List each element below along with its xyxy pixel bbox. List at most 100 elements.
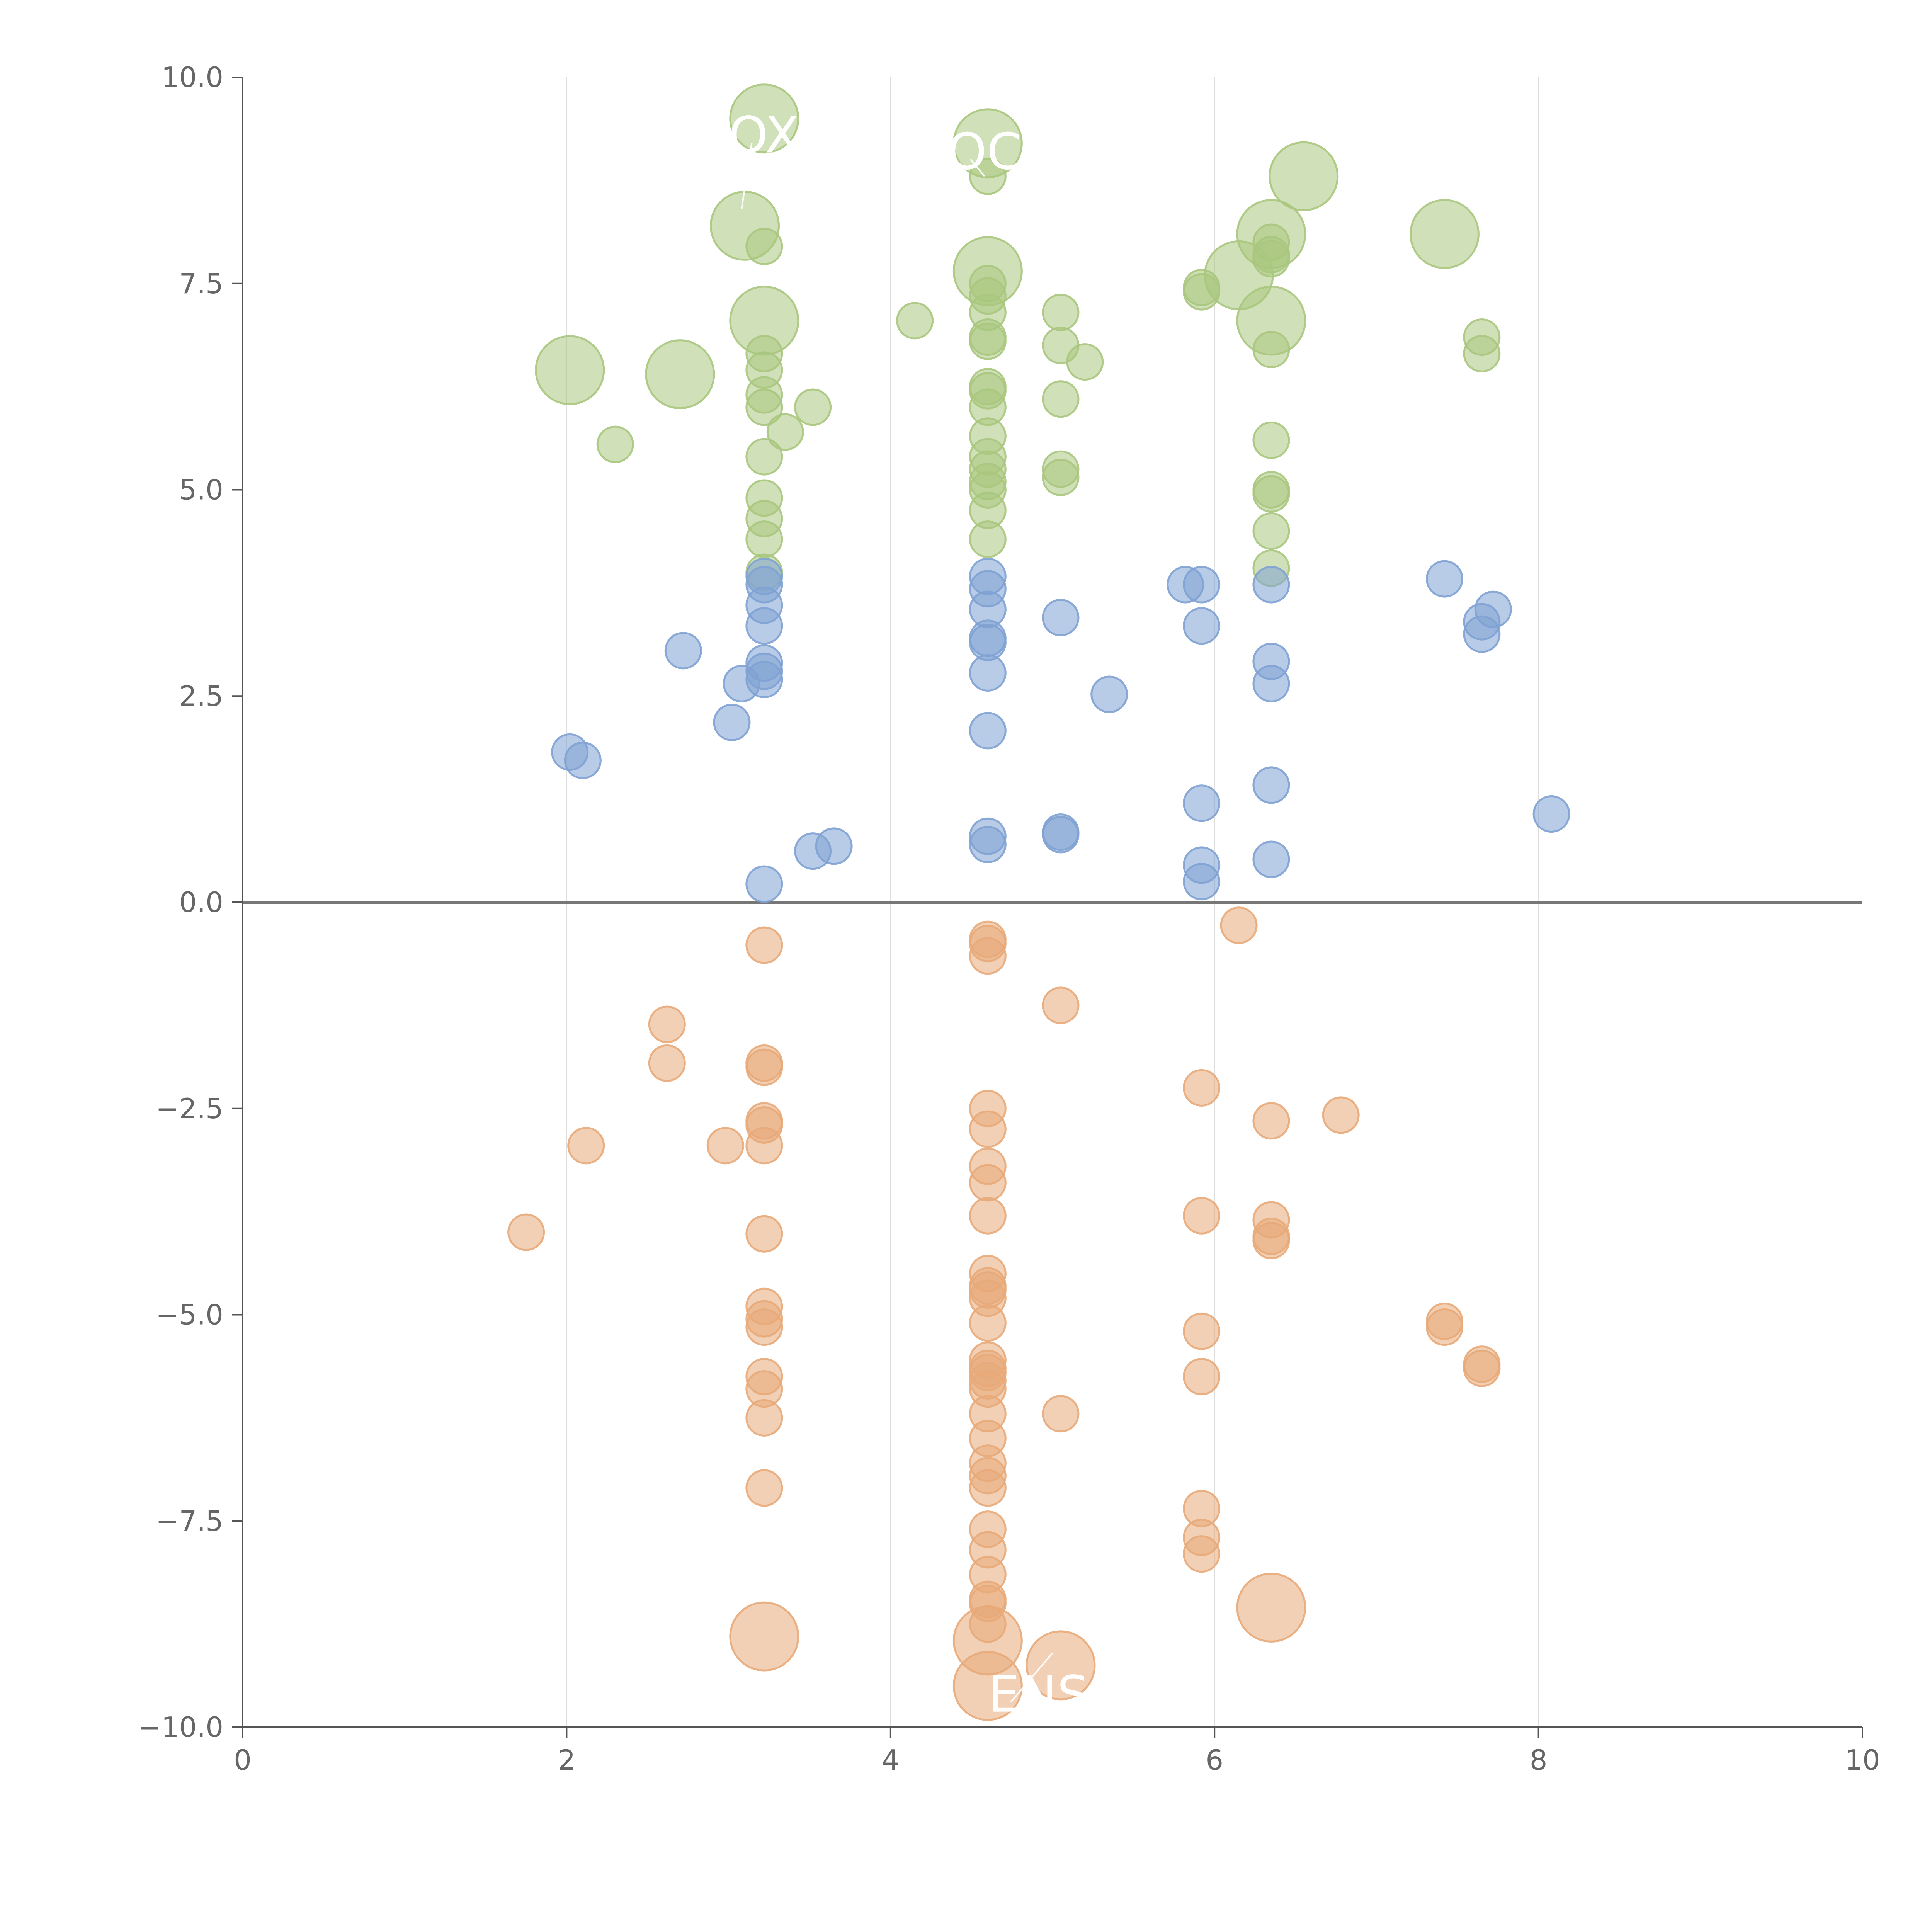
data-point xyxy=(969,1469,1007,1507)
data-point xyxy=(1252,240,1290,278)
data-point xyxy=(969,712,1007,750)
large-data-point xyxy=(1269,141,1339,211)
data-point xyxy=(969,937,1007,975)
y-tick-label: 10.0 xyxy=(162,61,223,94)
x-tick-label: 6 xyxy=(1206,1744,1223,1776)
annotation-layer: OX OC ENS xyxy=(729,105,1089,1723)
large-data-point xyxy=(535,335,605,405)
data-point xyxy=(745,1399,783,1437)
data-point xyxy=(1220,906,1258,944)
data-point xyxy=(1252,566,1290,604)
point-layer xyxy=(507,83,1570,1721)
data-point xyxy=(1463,1349,1501,1387)
data-point xyxy=(1042,599,1080,636)
data-point xyxy=(745,1215,783,1253)
data-point xyxy=(1183,1197,1221,1235)
data-point xyxy=(745,388,783,426)
y-tick-label: −7.5 xyxy=(156,1505,223,1537)
data-point xyxy=(1183,784,1221,822)
data-point xyxy=(564,742,602,779)
data-point xyxy=(745,438,783,476)
data-point xyxy=(969,1304,1007,1342)
data-point xyxy=(745,1308,783,1346)
data-point xyxy=(1042,380,1080,418)
data-point xyxy=(745,228,783,265)
data-point xyxy=(745,865,783,903)
y-tick-label: 7.5 xyxy=(179,267,223,300)
data-point xyxy=(713,704,751,742)
x-tick-label: 0 xyxy=(234,1744,252,1776)
y-tick-label: 2.5 xyxy=(179,680,223,712)
data-point xyxy=(567,1127,605,1165)
data-point xyxy=(596,425,634,463)
data-point xyxy=(1252,665,1290,702)
data-point xyxy=(1183,607,1221,645)
data-point xyxy=(969,1605,1007,1643)
data-point xyxy=(507,1213,545,1251)
annotation-leader-line xyxy=(969,158,985,177)
data-point xyxy=(969,322,1007,360)
large-data-point xyxy=(952,1651,1023,1721)
axis-layer: 0 2 4 6 8 10 −10.0 −7.5 −5.0 −2.5 0.0 2.5 5.0 7.5 10.0 xyxy=(138,61,1880,1776)
data-point xyxy=(1252,475,1290,513)
large-data-point xyxy=(1026,1630,1096,1701)
data-point xyxy=(1183,1069,1221,1107)
data-point xyxy=(1183,863,1221,901)
large-data-point xyxy=(729,83,799,154)
annotation-leader-line xyxy=(741,143,753,209)
data-point xyxy=(1252,840,1290,878)
data-point xyxy=(745,1127,783,1165)
data-point xyxy=(745,926,783,964)
data-point xyxy=(745,661,783,699)
data-point xyxy=(969,826,1007,864)
data-point xyxy=(745,1469,783,1507)
data-point xyxy=(1252,331,1290,369)
large-data-point xyxy=(645,339,715,410)
data-point xyxy=(1322,1096,1360,1134)
data-point xyxy=(1183,1535,1221,1573)
data-point xyxy=(969,654,1007,692)
data-point xyxy=(1042,293,1080,331)
data-point xyxy=(745,1048,783,1086)
data-point xyxy=(969,1197,1007,1235)
data-point xyxy=(1042,458,1080,496)
annotation-label: OC xyxy=(947,122,1022,181)
large-data-point xyxy=(1236,1572,1306,1643)
data-point xyxy=(1474,590,1512,628)
data-point xyxy=(1090,675,1128,713)
data-point xyxy=(1183,273,1221,311)
data-point xyxy=(794,388,832,426)
y-tick-label: −10.0 xyxy=(138,1711,223,1743)
x-tick-label: 2 xyxy=(558,1744,575,1776)
data-point xyxy=(766,413,804,451)
data-point xyxy=(969,157,1007,195)
data-point xyxy=(1252,766,1290,804)
data-point xyxy=(969,520,1007,558)
x-tick-label: 4 xyxy=(882,1744,900,1776)
data-point xyxy=(1066,343,1104,381)
data-point xyxy=(648,1005,686,1043)
data-point xyxy=(1183,566,1221,604)
y-tick-label: 5.0 xyxy=(179,474,223,506)
data-point xyxy=(1252,512,1290,550)
data-point xyxy=(815,827,853,865)
x-tick-label: 10 xyxy=(1845,1744,1880,1776)
data-point xyxy=(1532,795,1570,833)
data-point xyxy=(969,1110,1007,1148)
data-point xyxy=(1252,1102,1290,1140)
data-point xyxy=(1425,1308,1463,1346)
data-point xyxy=(706,1127,744,1165)
y-tick-label: −5.0 xyxy=(156,1299,223,1331)
data-point xyxy=(1252,421,1290,459)
data-point xyxy=(745,520,783,558)
data-point xyxy=(1425,560,1463,598)
data-point xyxy=(1042,1395,1080,1433)
data-point xyxy=(1042,986,1080,1024)
data-point xyxy=(664,632,702,670)
data-point xyxy=(1463,335,1501,372)
data-point xyxy=(1183,1312,1221,1350)
large-data-point xyxy=(729,1601,799,1672)
y-tick-label: 0.0 xyxy=(179,886,223,918)
